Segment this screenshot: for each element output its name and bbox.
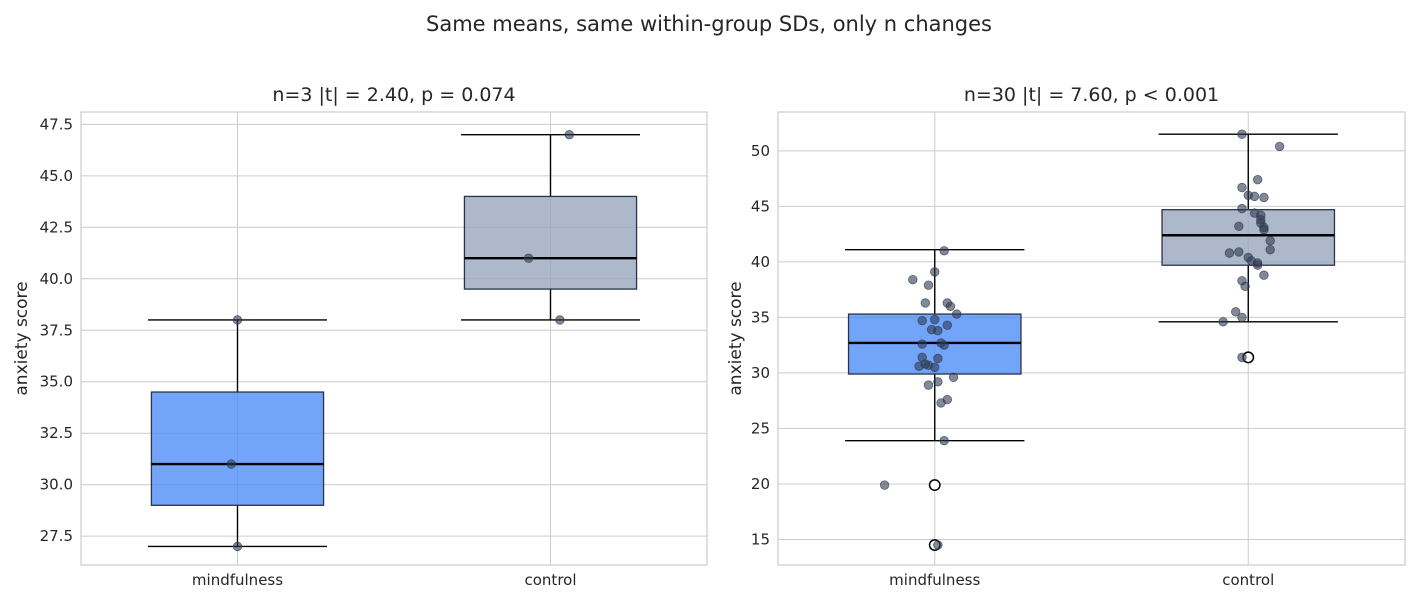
y-tick-label: 50 [751, 142, 770, 160]
data-point [908, 274, 918, 285]
panel-left: 27.5 30.0 32.5 35.0 37.5 40.0 42.5 45.0 47.5 mind… [12, 84, 708, 589]
x-tick-label-mindfulness: mindfulness [192, 571, 283, 589]
y-tick-label: 35.0 [40, 373, 73, 391]
data-point [1265, 244, 1275, 255]
data-point [1274, 141, 1285, 152]
data-point [917, 316, 927, 326]
data-point [1249, 208, 1260, 218]
y-tick-label: 15 [751, 530, 770, 548]
y-axis-label: anxiety score [12, 281, 32, 395]
data-point [933, 540, 943, 550]
data-point [933, 377, 943, 387]
data-point [942, 298, 952, 308]
panel-title: n=30 |t| = 7.60, p < 0.001 [964, 84, 1219, 106]
data-point [939, 435, 949, 446]
panel-title: n=3 |t| = 2.40, p = 0.074 [272, 84, 515, 106]
data-point [564, 129, 574, 140]
y-tick-label: 40.0 [40, 270, 73, 288]
x-tick-label-mindfulness: mindfulness [889, 571, 980, 589]
data-point [232, 541, 243, 552]
data-point [1243, 190, 1253, 200]
box-mindfulness [147, 319, 328, 548]
points-control [523, 129, 574, 325]
data-point [1259, 192, 1269, 203]
x-tick-label-control: control [1222, 571, 1274, 589]
y-tick-label: 40 [751, 253, 770, 271]
box-control [1158, 133, 1338, 364]
data-point [1224, 248, 1235, 258]
data-point [942, 320, 952, 330]
y-tick-label: 45 [751, 197, 770, 215]
y-tick-label: 32.5 [40, 424, 73, 442]
data-point [555, 315, 565, 325]
data-point [923, 380, 934, 390]
y-tick-label: 20 [751, 475, 770, 493]
data-point [226, 459, 236, 469]
box-body [463, 195, 638, 290]
data-point [930, 314, 940, 325]
data-point [930, 267, 940, 277]
data-point [879, 480, 890, 490]
data-point [933, 353, 943, 364]
y-tick-label: 35 [751, 308, 770, 326]
data-point [936, 338, 946, 348]
data-point [923, 280, 934, 290]
data-point [1237, 312, 1247, 323]
y-tick-label: 25 [751, 419, 770, 437]
data-point [942, 394, 952, 405]
data-point [920, 359, 931, 369]
data-point [948, 372, 959, 383]
y-tick-label: 47.5 [40, 115, 73, 133]
data-point [1237, 203, 1247, 214]
points-control [1218, 129, 1285, 363]
data-point [1234, 247, 1244, 257]
data-point [1259, 270, 1269, 280]
panel-right: 15 20 25 30 35 40 45 50 mindfulness control n=30 |… [726, 84, 1406, 589]
data-point [1231, 307, 1241, 317]
data-point [232, 315, 243, 325]
data-point [1237, 276, 1247, 286]
y-tick-label: 42.5 [40, 218, 73, 236]
data-point [1237, 182, 1247, 193]
data-point [1218, 317, 1228, 327]
points-mindfulness [226, 315, 243, 552]
figure-suptitle: Same means, same within-group SDs, only … [426, 12, 992, 36]
data-point [951, 309, 962, 319]
data-point [1234, 221, 1244, 232]
y-tick-label: 27.5 [40, 527, 73, 545]
data-point [1243, 252, 1253, 263]
data-point [1265, 236, 1275, 246]
box-control [460, 133, 641, 321]
x-tick-label-control: control [525, 571, 577, 589]
y-axis-label: anxiety score [726, 281, 746, 395]
data-point [917, 339, 927, 349]
data-point [939, 246, 949, 256]
points-mindfulness [879, 246, 962, 550]
data-point [1237, 129, 1247, 139]
data-point [1252, 175, 1263, 185]
data-point [523, 253, 534, 263]
data-point [926, 324, 937, 335]
data-point [930, 362, 940, 373]
y-tick-label: 30 [751, 364, 770, 382]
y-tick-label: 30.0 [40, 476, 73, 494]
outlier-marker [928, 479, 941, 492]
box-body [150, 391, 325, 506]
data-point [1237, 352, 1247, 363]
axes-frame [80, 111, 708, 566]
data-point [920, 298, 931, 308]
y-tick-label: 37.5 [40, 321, 73, 339]
y-tick-label: 45.0 [40, 167, 73, 185]
axes-frame [777, 111, 1406, 566]
